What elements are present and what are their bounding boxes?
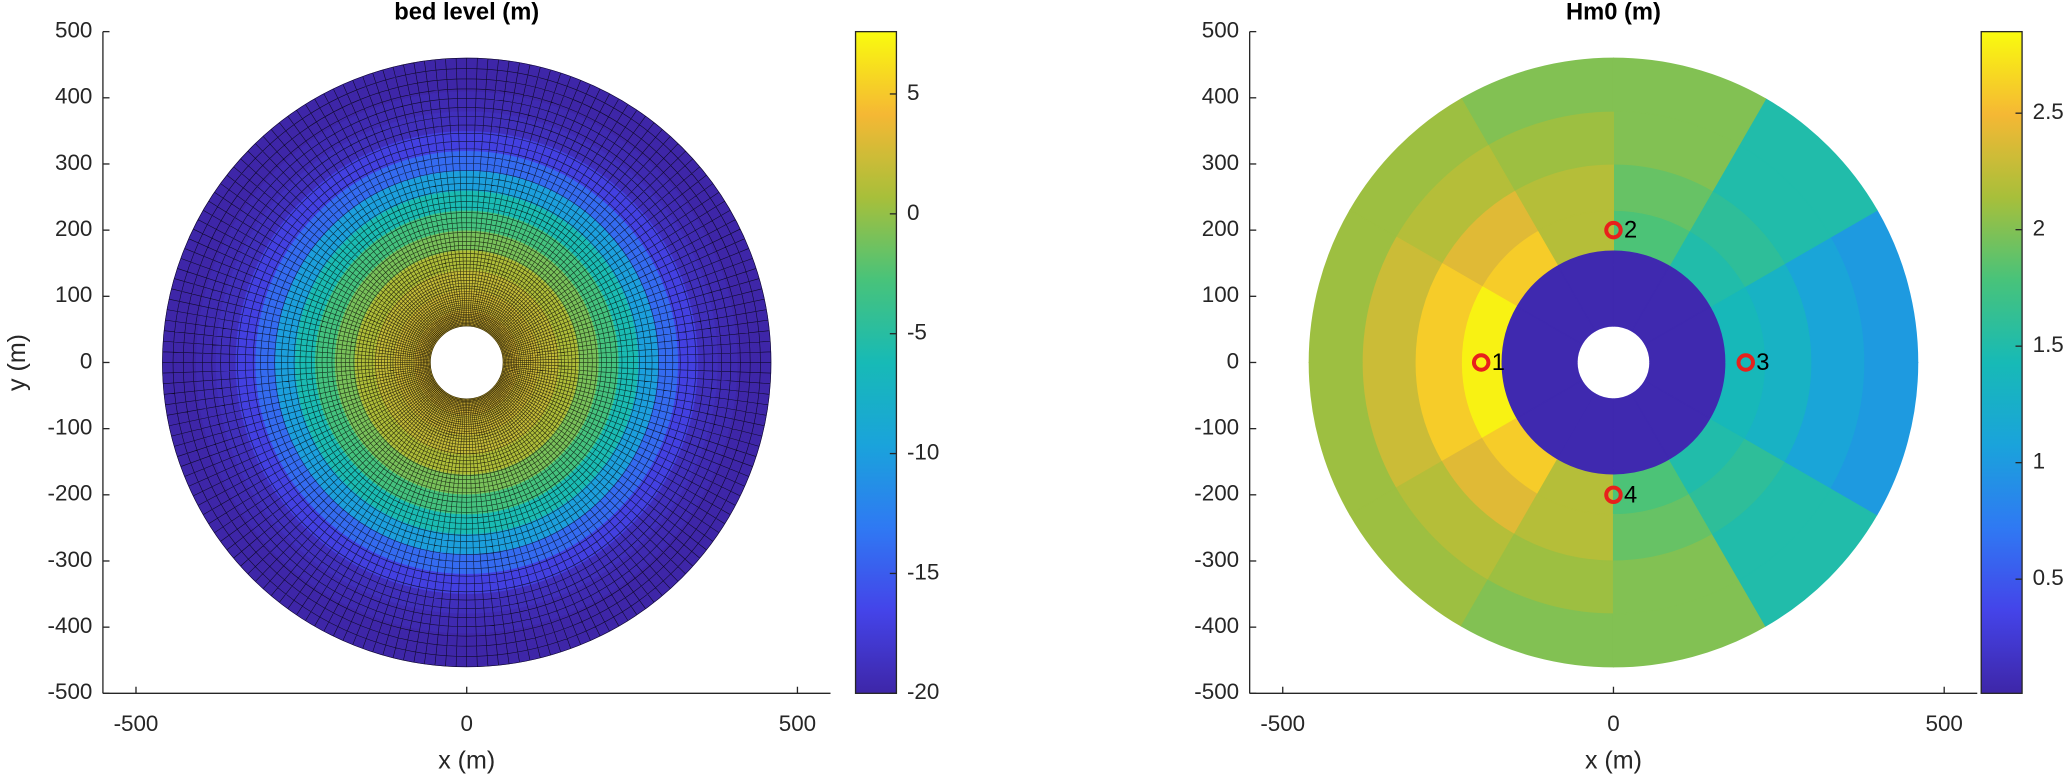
chart-title: bed level (m): [394, 0, 539, 25]
colorbar-tick-label: -15: [907, 559, 939, 584]
colorbar-tick-label: -20: [907, 679, 939, 704]
y-tick-label: 100: [55, 282, 92, 307]
colorbar-tick-label: 2.5: [2033, 99, 2064, 124]
y-tick-label: 100: [1202, 282, 1239, 307]
y-tick-label: 200: [1202, 216, 1239, 241]
y-tick-label: -500: [1194, 679, 1239, 704]
colorbar-tick-label: 5: [907, 80, 919, 105]
x-tick-label: 500: [779, 711, 816, 736]
station-label: 3: [1756, 350, 1769, 376]
y-tick-label: 0: [80, 348, 92, 373]
y-tick-label: -100: [1194, 415, 1239, 440]
x-tick-label: -500: [114, 711, 159, 736]
colorbar-tick-label: -10: [907, 440, 939, 465]
station-marker: [1471, 353, 1491, 372]
y-tick-label: 400: [55, 84, 92, 109]
field-cell: [1830, 361, 1919, 516]
colorbar-tick-label: 1.5: [2033, 332, 2064, 357]
y-tick-label: 400: [1202, 84, 1239, 109]
x-tick-label: 0: [1607, 711, 1619, 736]
colorbar-tick-label: 1: [2033, 449, 2045, 474]
colorbar: [1980, 30, 2023, 694]
y-tick-label: -300: [48, 547, 93, 572]
station-marker: [1604, 485, 1623, 505]
y-tick-label: 300: [55, 150, 92, 175]
x-tick-label: -500: [1260, 711, 1305, 736]
x-tick-label: 500: [1926, 711, 1963, 736]
plot: [162, 57, 772, 668]
station-marker: [1604, 220, 1623, 240]
x-tick-label: 0: [460, 711, 472, 736]
colorbar-tick-label: -5: [907, 320, 927, 345]
station-label: 1: [1492, 350, 1505, 376]
y-tick-label: -500: [48, 679, 93, 704]
y-tick-label: 500: [1202, 18, 1239, 43]
colorbar: [854, 30, 898, 694]
y-tick-label: -100: [48, 415, 93, 440]
y-tick-label: -400: [1194, 613, 1239, 638]
y-tick-label: 300: [1202, 150, 1239, 175]
colorbar-tick-label: 2: [2033, 216, 2045, 241]
colorbar-tick-label: 0.5: [2033, 565, 2064, 590]
colorbar-tick-label: 0: [907, 200, 919, 225]
plot: [1308, 57, 1919, 668]
y-tick-label: 200: [55, 216, 92, 241]
chart-title: Hm0 (m): [1566, 0, 1661, 25]
y-tick-label: -200: [48, 481, 93, 506]
y-tick-label: 500: [55, 18, 92, 43]
y-axis-label: y (m): [3, 334, 31, 391]
station-marker: [1736, 353, 1755, 372]
x-axis-label: x (m): [438, 746, 495, 774]
y-tick-label: -300: [1194, 547, 1239, 572]
y-tick-label: -200: [1194, 481, 1239, 506]
y-tick-label: 0: [1227, 348, 1239, 373]
y-tick-label: -400: [48, 613, 93, 638]
x-axis-label: x (m): [1585, 746, 1642, 774]
station-label: 2: [1624, 218, 1637, 244]
station-label: 4: [1624, 482, 1637, 508]
mesh: [162, 57, 772, 668]
